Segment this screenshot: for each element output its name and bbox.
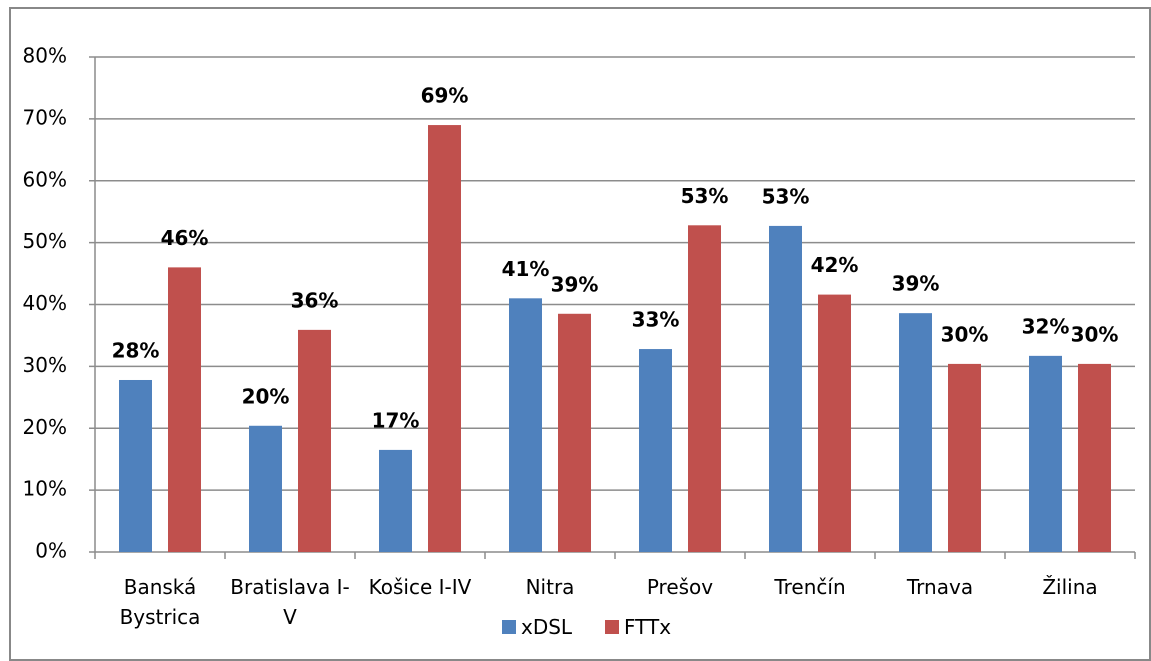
- legend-swatch: [502, 620, 516, 634]
- legend-label: xDSL: [521, 615, 573, 639]
- x-tick-label: Žilina: [1042, 575, 1098, 599]
- bar: [948, 363, 981, 552]
- bar: [769, 225, 802, 552]
- bar: [688, 225, 721, 553]
- data-label: 69%: [421, 84, 469, 108]
- data-label: 20%: [242, 384, 290, 408]
- bar: [558, 313, 591, 552]
- legend-label: FTTx: [624, 615, 672, 639]
- y-tick-label: 80%: [23, 44, 67, 68]
- y-tick-label: 70%: [23, 105, 67, 129]
- bar: [119, 379, 152, 552]
- data-label: 17%: [372, 408, 420, 432]
- x-tick-label: Trenčín: [774, 575, 846, 599]
- y-tick-label: 20%: [23, 415, 67, 439]
- bar: [818, 294, 851, 552]
- y-tick-label: 60%: [23, 167, 67, 191]
- legend-swatch: [605, 620, 619, 634]
- x-tick-label: Košice I-IV: [368, 575, 472, 599]
- bar: [1078, 363, 1111, 552]
- data-label: 41%: [502, 257, 550, 281]
- data-label: 39%: [551, 272, 599, 296]
- x-tick-label: Banská Bystrica: [119, 575, 201, 629]
- bar: [379, 449, 412, 552]
- chart-frame: [9, 7, 1151, 661]
- bar: [509, 298, 542, 552]
- y-tick-label: 50%: [23, 229, 67, 253]
- x-tick-label: Nitra: [525, 575, 575, 599]
- data-label: 30%: [1071, 322, 1119, 346]
- data-label: 36%: [291, 288, 339, 312]
- y-tick-label: 30%: [23, 353, 67, 377]
- data-label: 53%: [762, 184, 810, 208]
- data-label: 32%: [1022, 314, 1070, 338]
- bar: [639, 349, 672, 552]
- data-label: 53%: [681, 184, 729, 208]
- bar: [899, 313, 932, 552]
- bar: [298, 329, 331, 552]
- y-tick-label: 0%: [35, 539, 67, 563]
- data-label: 30%: [941, 322, 989, 346]
- x-tick-label: Prešov: [646, 575, 714, 599]
- data-label: 46%: [161, 226, 209, 250]
- y-tick-label: 40%: [23, 291, 67, 315]
- bar: [1029, 355, 1062, 552]
- data-label: 39%: [892, 272, 940, 296]
- data-label: 28%: [112, 338, 160, 362]
- data-label: 33%: [632, 308, 680, 332]
- y-tick-label: 10%: [23, 477, 67, 501]
- bar: [168, 267, 201, 552]
- x-tick-label: Bratislava I-V: [230, 575, 350, 629]
- data-label: 42%: [811, 253, 859, 277]
- bar: [428, 125, 461, 552]
- x-tick-label: Trnava: [906, 575, 974, 599]
- bar: [249, 425, 282, 552]
